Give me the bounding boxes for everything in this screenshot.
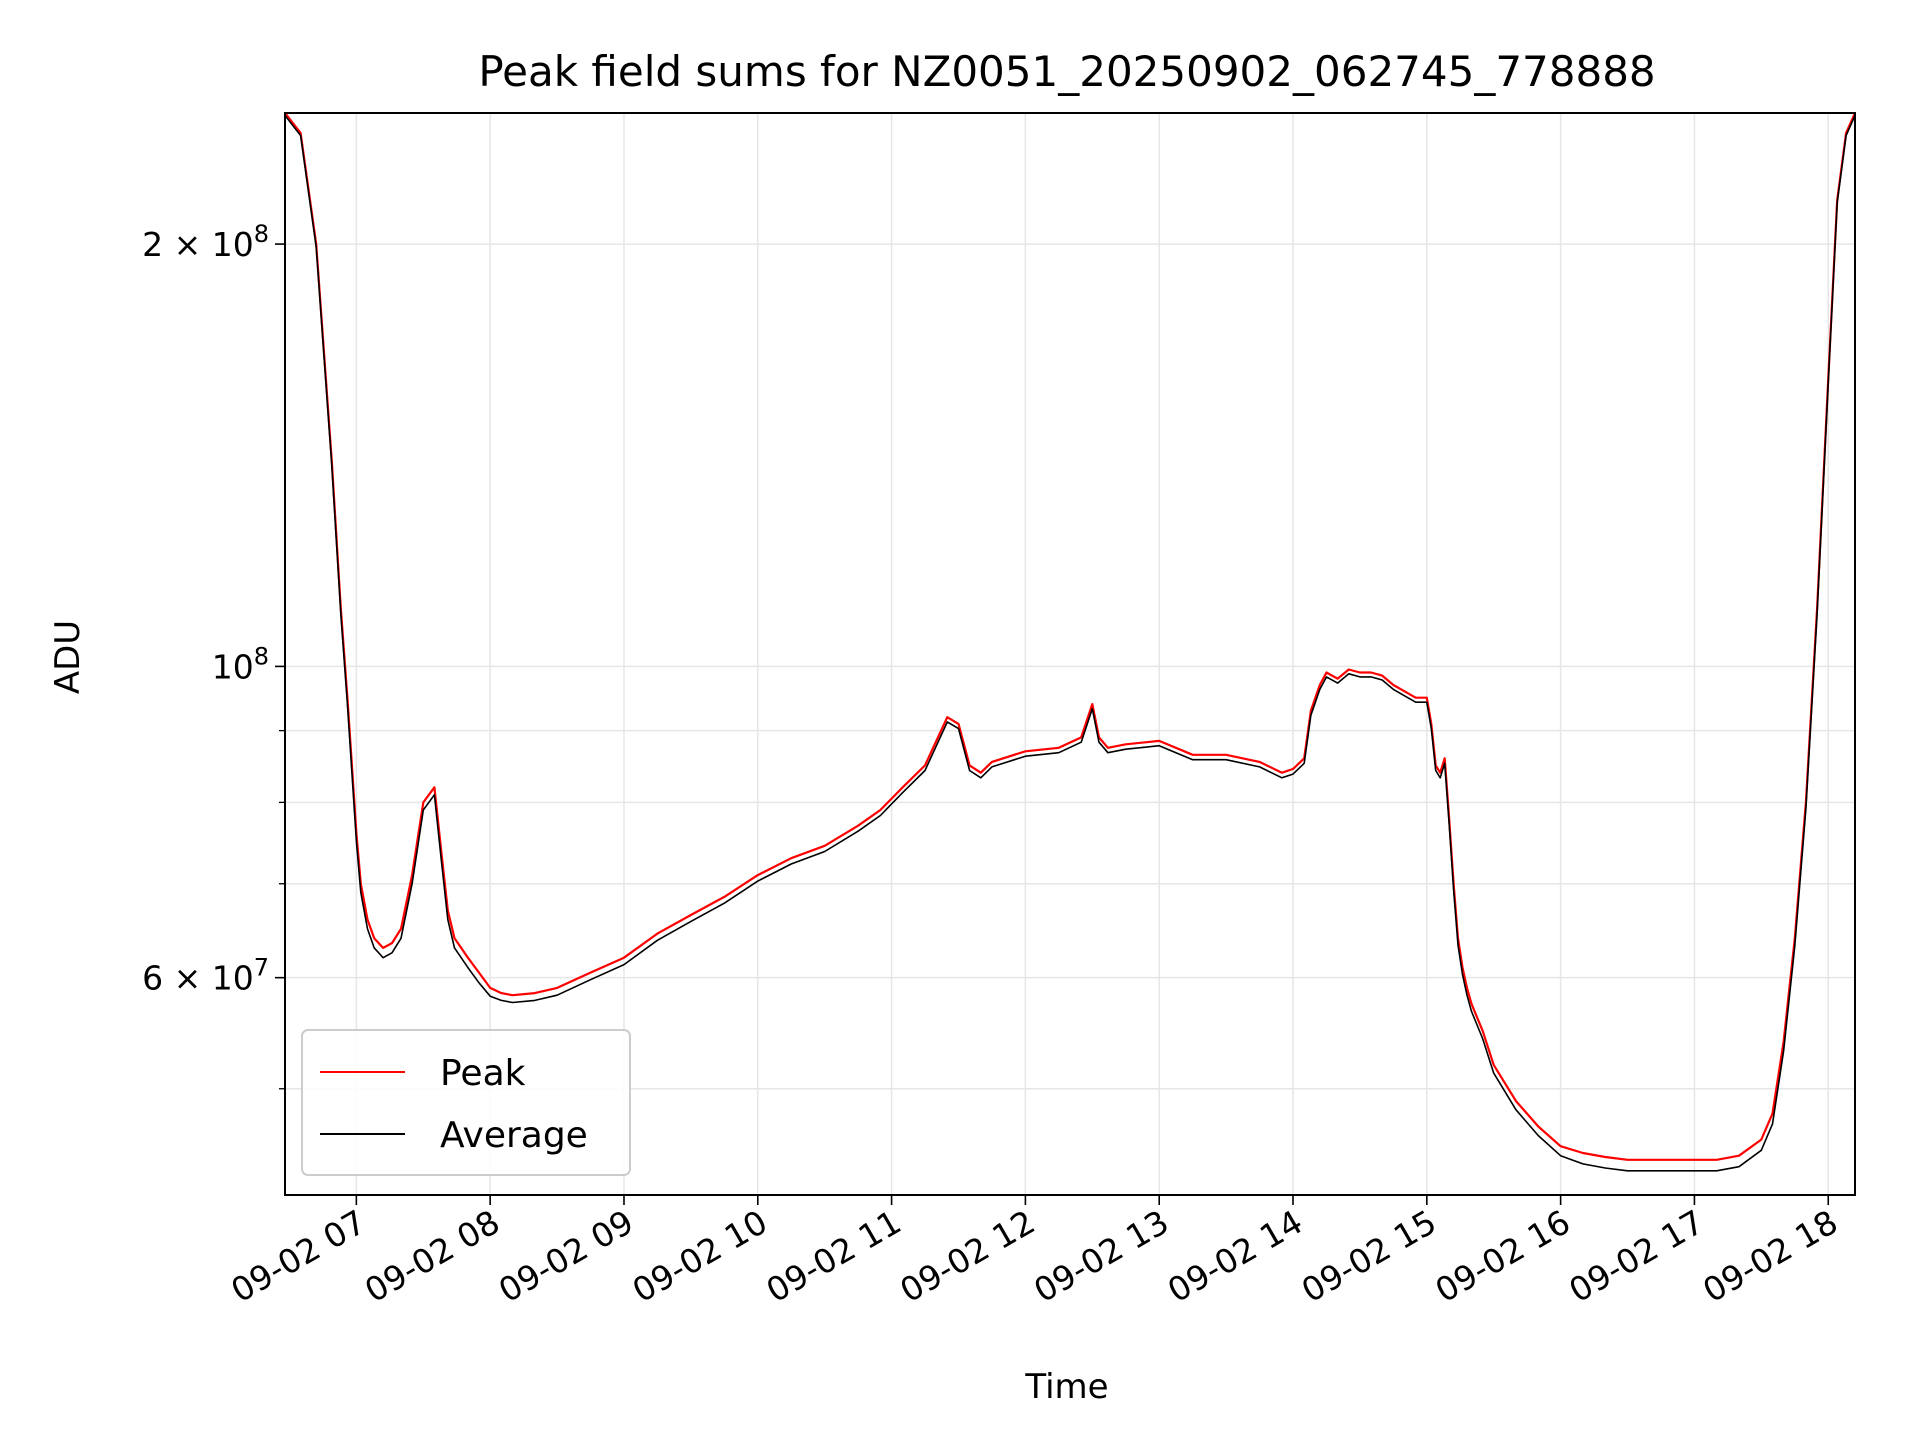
legend: Peak Average	[301, 1029, 631, 1176]
y-tick-label: 2 × 108	[142, 220, 269, 264]
y-tick-mantissa: 2	[142, 225, 163, 264]
chart-title: Peak field sums for NZ0051_20250902_0627…	[478, 47, 1655, 96]
y-tick-mantissa: 6	[142, 959, 163, 998]
series-line-average	[285, 115, 1855, 1172]
y-tick-times: × 10	[163, 225, 254, 264]
legend-label-average: Average	[440, 1115, 588, 1156]
x-axis-label: Time	[1024, 1367, 1108, 1407]
y-tick-label: 6 × 107	[142, 954, 269, 998]
legend-box	[301, 1029, 631, 1176]
series-layer	[285, 113, 1855, 1172]
y-axis-label: ADU	[48, 620, 88, 694]
y-tick-exponent: 7	[254, 954, 269, 982]
grid	[285, 113, 1855, 1195]
legend-label-peak: Peak	[440, 1053, 526, 1094]
plot-frame	[284, 112, 1856, 1196]
y-tick-times: × 10	[163, 959, 254, 998]
y-tick-label: 108	[212, 642, 269, 686]
series-line-peak	[285, 113, 1855, 1161]
y-tick-exponent: 8	[254, 642, 269, 670]
y-tick-base: 10	[212, 647, 254, 686]
y-tick-exponent: 8	[254, 220, 269, 248]
